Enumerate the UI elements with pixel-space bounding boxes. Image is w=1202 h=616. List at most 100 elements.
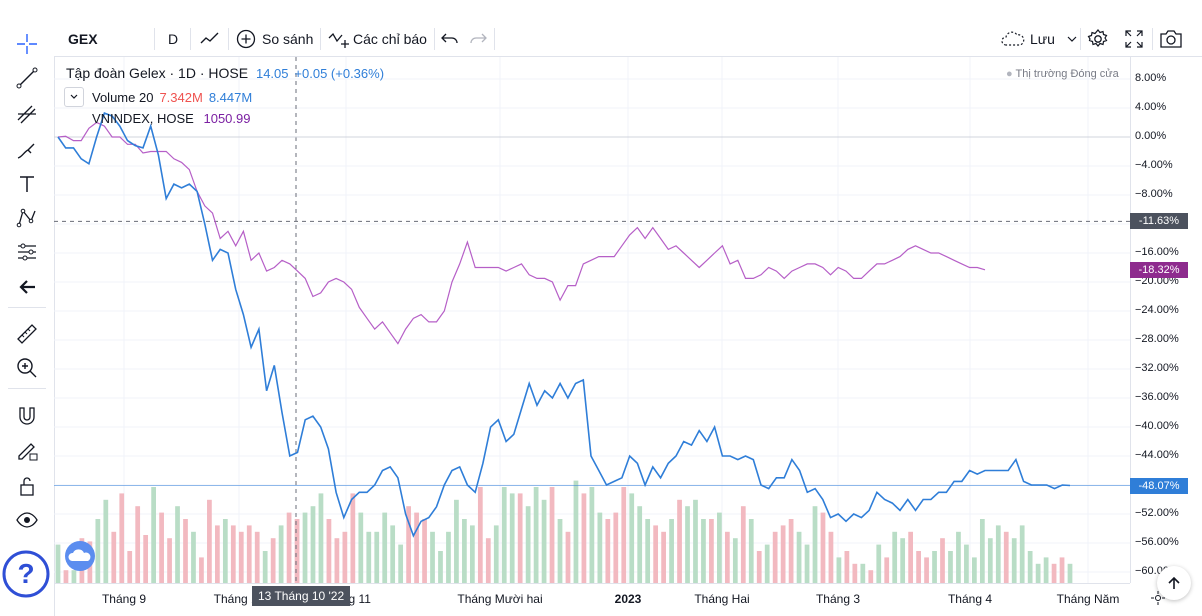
prediction-tool-icon[interactable] [13, 238, 41, 266]
svg-text:?: ? [17, 558, 34, 589]
volume-bar [382, 512, 388, 583]
indicators-button[interactable]: Các chỉ báo [328, 22, 427, 56]
volume-bar [724, 531, 730, 583]
volume-bar [796, 531, 802, 583]
trend-line-icon[interactable] [13, 64, 41, 92]
volume-bar [175, 506, 180, 583]
arrow-left-icon[interactable] [13, 273, 41, 301]
chart-pane[interactable] [54, 57, 1130, 583]
volume-bar [677, 499, 682, 583]
help-icon[interactable]: ? [2, 550, 50, 598]
cloud-mini-icon[interactable] [64, 540, 96, 572]
volume-bar [477, 487, 483, 583]
volume-bar [685, 506, 690, 583]
zoom-in-icon[interactable] [13, 354, 41, 382]
chevron-down-icon [70, 94, 78, 99]
price-tick-label: −28.00% [1135, 333, 1179, 345]
volume-bar [366, 531, 372, 583]
time-tick-label: Tháng 4 [947, 592, 993, 606]
volume-bar [884, 557, 890, 583]
volume-bar [183, 519, 188, 583]
price-tick-label: −4.00% [1135, 159, 1173, 171]
volume-bar [557, 519, 563, 583]
volume-bar [159, 512, 164, 583]
volume-bar [167, 538, 172, 583]
volume-bar [709, 519, 714, 583]
volume-bar [103, 499, 109, 583]
volume-bar [1019, 525, 1025, 583]
price-change: +0.05 (+0.36%) [294, 66, 385, 81]
volume-bar [964, 544, 969, 583]
compare-button[interactable]: So sánh [236, 22, 313, 56]
volume-bar [549, 487, 555, 583]
volume-bar [430, 531, 435, 583]
volume-bar [804, 544, 810, 583]
text-tool-icon[interactable] [13, 170, 41, 198]
collapse-legend-button[interactable] [64, 87, 84, 107]
camera-icon[interactable] [1158, 27, 1184, 51]
volume-bar [693, 499, 698, 583]
gear-icon[interactable] [1086, 27, 1110, 51]
save-layout-button[interactable]: Lưu [1000, 22, 1079, 56]
volume-bar [987, 538, 993, 583]
market-status: ● Thị trường Đóng cửa [1006, 68, 1119, 80]
volume-bar [1003, 531, 1009, 583]
pencil-lock-icon[interactable] [13, 436, 41, 464]
time-settings-icon[interactable] [1150, 590, 1166, 606]
pattern-tool-icon[interactable] [13, 204, 41, 232]
redo-icon[interactable] [468, 30, 488, 48]
eye-icon[interactable] [13, 506, 41, 534]
volume-bar [788, 519, 794, 583]
volume-bar [278, 525, 284, 583]
volume-bar [55, 544, 61, 583]
symbol-legend: Tập đoàn Gelex · 1D · HOSE 14.05 +0.05 (… [66, 65, 384, 81]
price-tick-label: 8.00% [1135, 72, 1167, 84]
volume-bar [717, 512, 722, 583]
volume-bar [71, 570, 77, 583]
time-tick-label: Tháng 9 [101, 592, 147, 606]
chart-style-icon[interactable] [198, 28, 222, 50]
volume-bar [135, 506, 141, 583]
time-tick-label: Tháng Mười hai [457, 592, 543, 606]
volume-bar [573, 480, 579, 583]
price-tick-label: −32.00% [1135, 362, 1179, 374]
compare-value: 1050.99 [203, 111, 251, 126]
magnet-icon[interactable] [13, 402, 41, 430]
fullscreen-icon[interactable] [1122, 27, 1146, 51]
volume-bar [621, 487, 627, 583]
brush-icon[interactable] [13, 136, 41, 164]
volume-bar [1035, 563, 1041, 583]
price-scale[interactable]: 8.00%4.00%0.00%−4.00%−8.00%−12.00%−16.00… [1130, 57, 1202, 583]
price-tick-label: −20.00% [1135, 275, 1179, 287]
volume-bar [764, 544, 770, 583]
scroll-to-top-button[interactable] [1157, 566, 1191, 600]
volume-bar [812, 506, 818, 583]
volume-bar [390, 525, 396, 583]
volume-bar [214, 525, 220, 583]
volume-bar [828, 531, 834, 583]
volume-bar [661, 531, 666, 583]
volume-bar [270, 538, 276, 583]
volume-bar [876, 544, 882, 583]
volume-bar [916, 551, 921, 583]
volume-bar [868, 570, 874, 583]
time-tick-label: 2023 [614, 592, 642, 606]
volume-bar [908, 531, 914, 583]
volume-bar [972, 557, 977, 583]
volume-bar [191, 531, 196, 583]
fib-tool-icon[interactable] [13, 100, 41, 128]
lock-icon[interactable] [13, 472, 41, 500]
volume-bar [95, 519, 101, 583]
volume-bar [732, 538, 738, 583]
volume-bar [222, 519, 228, 583]
price-tick-label: −8.00% [1135, 188, 1173, 200]
indicators-icon [328, 32, 349, 48]
interval-button[interactable]: D [168, 31, 179, 47]
chevron-down-icon [1067, 36, 1077, 42]
ruler-icon[interactable] [13, 320, 41, 348]
undo-icon[interactable] [440, 30, 460, 48]
volume-bar [900, 538, 906, 583]
crosshair-icon[interactable] [13, 30, 41, 58]
price-tick-label: −52.00% [1135, 507, 1179, 519]
symbol-search-button[interactable]: GEX [68, 31, 98, 47]
